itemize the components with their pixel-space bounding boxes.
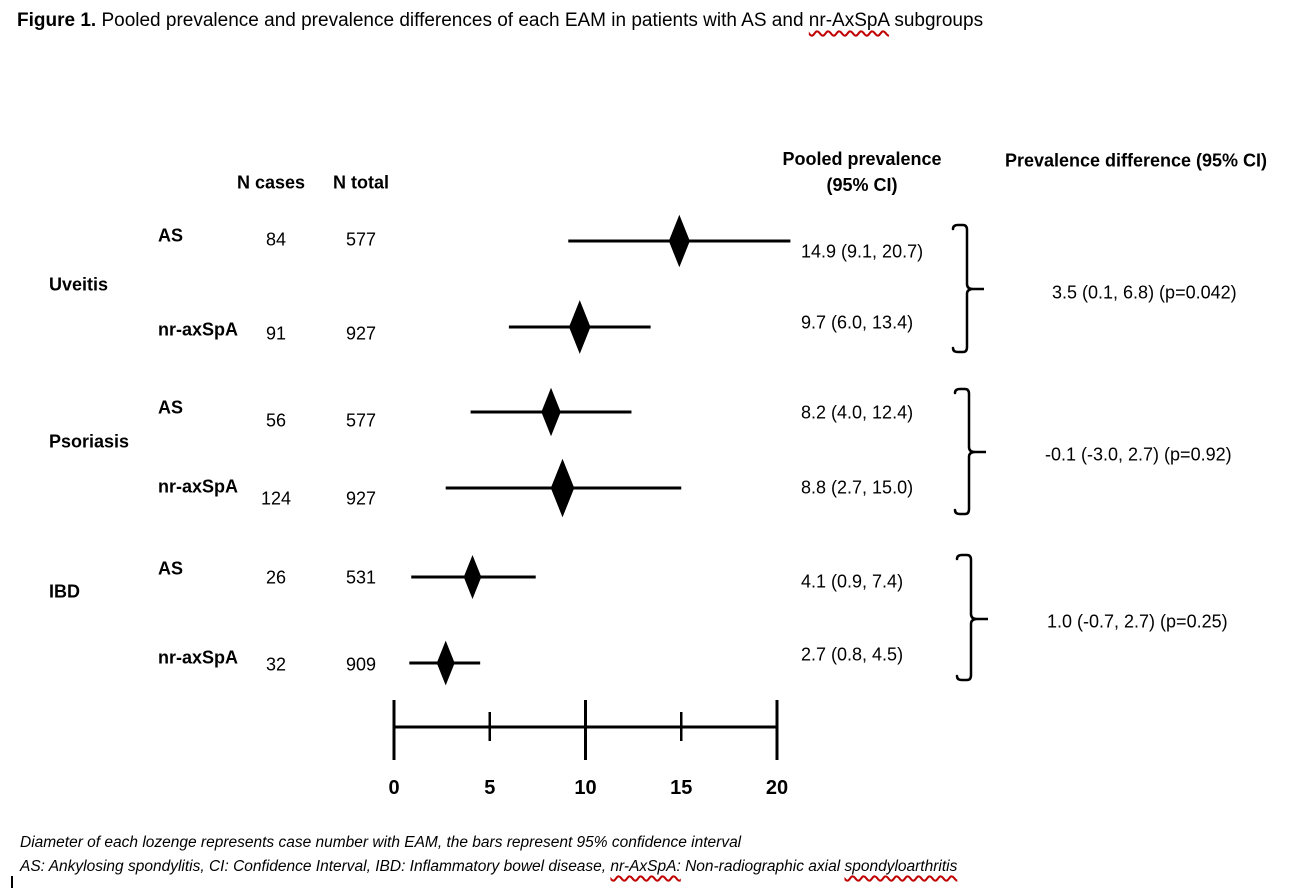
x-axis-tick-label: 0 (388, 777, 399, 799)
estimate-lozenge (668, 214, 690, 268)
estimate-lozenge (550, 458, 575, 518)
n-cases-value: 56 (265, 410, 287, 431)
x-axis-tick-label: 20 (766, 777, 788, 799)
footnote-line1: Diameter of each lozenge represents case… (20, 834, 742, 851)
comparison-bracket (955, 553, 988, 682)
pooled-prevalence-value: 8.2 (4.0, 12.4) (801, 402, 914, 423)
footnote-term-misspelled-2: spondyloarthritis (844, 858, 958, 875)
figure-number-label: Figure 1. (17, 10, 97, 31)
pooled-prevalence-value: 8.8 (2.7, 15.0) (801, 477, 914, 498)
x-axis-tick-label: 15 (670, 777, 692, 799)
estimate-lozenge (436, 640, 455, 686)
title-text-after: subgroups (889, 10, 984, 31)
pooled-prevalence-value: 14.9 (9.1, 20.7) (801, 241, 924, 262)
pooled-header-line2: (95% CI) (826, 175, 898, 195)
footnote-line2: AS: Ankylosing spondylitis, CI: Confiden… (20, 858, 957, 876)
pooled-header-line1: Pooled prevalence (782, 149, 942, 169)
pooled-prevalence-value: 4.1 (0.9, 7.4) (801, 571, 904, 592)
subgroup-label: nr-axSpA (158, 647, 239, 668)
column-header-pooled-prevalence: Pooled prevalence (95% CI) (782, 146, 941, 198)
n-cases-value: 91 (265, 323, 287, 344)
n-cases-value: 26 (265, 567, 287, 588)
n-total-value: 927 (345, 488, 377, 509)
footnote-term-misspelled-1: nr-AxSpA: (610, 858, 681, 875)
column-header-n-cases: N cases (236, 172, 306, 193)
n-total-value: 909 (345, 654, 377, 675)
pooled-prevalence-value: 2.7 (0.8, 4.5) (801, 644, 904, 665)
pooled-prevalence-value: 9.7 (6.0, 13.4) (801, 312, 914, 333)
estimate-lozenge (541, 387, 561, 437)
x-axis-tick-label: 10 (574, 777, 596, 799)
n-total-value: 577 (345, 410, 377, 431)
prevalence-difference-value: -0.1 (-3.0, 2.7) (p=0.92) (1045, 444, 1232, 465)
footnote-line2-middle: Non-radiographic axial (680, 858, 845, 875)
text-caret (11, 876, 13, 888)
subgroup-label: AS (158, 225, 184, 246)
prevalence-difference-value: 3.5 (0.1, 6.8) (p=0.042) (1052, 282, 1237, 303)
comparison-bracket (951, 223, 984, 354)
n-total-value: 577 (345, 229, 377, 250)
subgroup-label: AS (158, 397, 184, 418)
title-text-before: Pooled prevalence and prevalence differe… (96, 10, 809, 31)
column-header-prevalence-difference: Prevalence difference (95% CI) (1004, 150, 1268, 171)
subgroup-label: nr-axSpA (158, 476, 239, 497)
x-axis-tick-label: 5 (484, 777, 495, 799)
title-term-misspelled: nr-AxSpA (808, 10, 890, 31)
comparison-bracket (953, 387, 986, 516)
estimate-lozenge (569, 300, 591, 354)
n-cases-value: 32 (265, 654, 287, 675)
n-total-value: 927 (345, 323, 377, 344)
subgroup-label: nr-axSpA (158, 319, 239, 340)
column-header-n-total: N total (333, 172, 389, 193)
subgroup-label: AS (158, 558, 184, 579)
n-cases-value: 84 (265, 229, 287, 250)
n-total-value: 531 (345, 567, 377, 588)
group-label-ibd: IBD (49, 581, 80, 602)
prevalence-difference-value: 1.0 (-0.7, 2.7) (p=0.25) (1047, 611, 1228, 632)
footnote-line2-text: AS: Ankylosing spondylitis, CI: Confiden… (20, 858, 611, 875)
estimate-lozenge (463, 555, 482, 599)
group-label-uveitis: Uveitis (49, 274, 109, 295)
n-cases-value: 124 (260, 488, 292, 509)
group-label-psoriasis: Psoriasis (49, 431, 130, 452)
figure-title: Figure 1. Pooled prevalence and prevalen… (17, 10, 983, 32)
